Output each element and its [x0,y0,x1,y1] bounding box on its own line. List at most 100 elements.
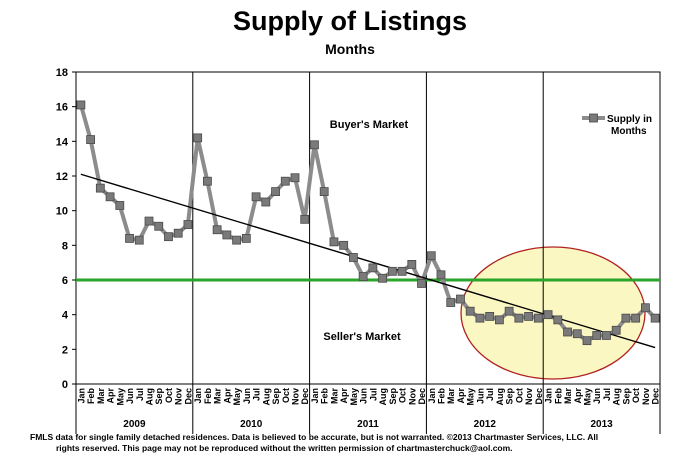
data-point-marker [212,225,222,235]
x-tick-label-month: Sep [388,388,398,405]
data-point-marker [436,270,446,280]
data-point-marker [241,233,251,243]
x-tick-label-month: Feb [86,388,96,405]
x-tick-label-month: Aug [145,388,155,406]
x-tick-label-month: Sep [505,388,515,405]
data-point-marker [641,303,650,313]
y-tick-label: 16 [56,102,68,114]
data-point-marker [592,331,602,340]
data-point-marker [417,279,426,288]
data-point-marker [563,327,572,337]
data-point-marker [485,311,495,321]
x-tick-label-month: May [115,388,125,406]
data-point-marker [387,266,397,276]
x-tick-label-month: Sep [621,388,631,405]
y-tick-label: 12 [56,171,68,183]
y-tick-label: 4 [62,310,69,322]
x-tick-label-month: Jul [252,388,262,401]
x-tick-label-month: Dec [300,388,310,405]
data-point-marker [611,325,621,335]
x-tick-label-month: Aug [612,388,622,406]
data-point-marker [95,183,105,193]
data-point-marker [76,100,86,110]
x-tick-label-month: Jan [427,388,437,404]
annotation-sellers-market: Seller's Market [323,331,401,343]
x-tick-label-month: Jul [602,388,612,401]
x-tick-label-month: Feb [553,388,563,405]
x-tick-label-month: Jun [475,388,485,404]
x-tick-label-month: Mar [96,388,106,405]
x-year-label: 2009 [123,419,146,430]
x-tick-label-month: Sep [271,388,281,405]
legend-label-line-2: Months [611,126,647,137]
x-tick-label-month: Jul [368,388,378,401]
x-year-label: 2011 [357,419,379,430]
data-point-marker [368,263,378,273]
x-tick-label-month: Feb [437,388,447,405]
x-tick-label-month: Mar [446,388,456,405]
annotation-buyers-market: Buyer's Market [330,119,409,131]
data-point-marker [543,310,553,320]
x-tick-label-month: Oct [398,388,408,403]
data-point-marker [348,253,358,262]
data-point-marker [582,336,592,346]
x-tick-label-month: May [232,388,242,406]
x-year-label: 2012 [474,419,497,430]
data-point-marker [631,313,641,323]
x-tick-label-month: Aug [261,388,271,406]
x-tick-label-month: Jun [359,388,369,404]
data-point-marker [280,176,290,186]
y-tick-label: 6 [62,275,68,287]
x-year-label: 2010 [240,419,263,430]
data-point-marker [426,251,436,261]
data-point-marker [202,176,212,186]
data-point-marker [533,313,543,323]
data-point-marker [446,298,456,307]
plot-frame [75,71,661,385]
x-tick-label-month: May [583,388,593,406]
x-tick-label-month: Jun [592,388,602,404]
data-point-marker [319,187,329,197]
x-tick-label-month: Apr [339,388,349,404]
x-tick-label-month: Oct [631,388,641,403]
x-tick-label-month: Jan [193,388,203,404]
x-tick-label-month: Dec [534,388,544,405]
data-point-marker [222,230,232,240]
footnote: FMLS data for single family detached res… [30,432,680,454]
data-point-marker [553,315,563,325]
y-tick-label: 8 [62,240,68,252]
data-point-marker [310,140,319,150]
chart-subtitle: Months [325,41,375,57]
data-point-marker [621,313,631,323]
x-tick-label-month: Jan [310,388,320,404]
data-point-marker [183,220,193,229]
y-tick-label: 2 [62,344,68,356]
x-tick-label-month: Nov [407,388,417,405]
x-tick-label-month: Jan [544,388,554,404]
footnote-line-2: rights reserved. This page may not be re… [56,443,513,453]
data-point-marker [524,311,533,321]
x-tick-label-month: Nov [641,388,651,405]
x-tick-label-month: Nov [174,388,184,405]
x-tick-label-month: May [349,388,359,406]
data-point-marker [456,294,465,304]
footnote-line-1: FMLS data for single family detached res… [30,432,599,442]
legend-marker-swatch [589,113,598,123]
y-tick-label: 14 [56,136,69,148]
x-tick-label-month: Nov [291,388,301,405]
x-tick-label-month: Jul [485,388,495,401]
data-point-marker [125,233,134,243]
data-point-marker [173,228,183,238]
data-point-marker [144,216,154,226]
x-year-label: 2013 [590,419,613,430]
data-point-marker [650,313,660,323]
data-point-marker [602,331,611,340]
x-tick-label-month: Oct [514,388,524,403]
data-point-marker [407,259,417,269]
x-tick-label-month: Mar [213,388,223,405]
data-point-marker [251,192,261,202]
data-point-marker [514,313,524,323]
data-point-marker [494,315,504,325]
x-tick-label-month: May [466,388,476,406]
